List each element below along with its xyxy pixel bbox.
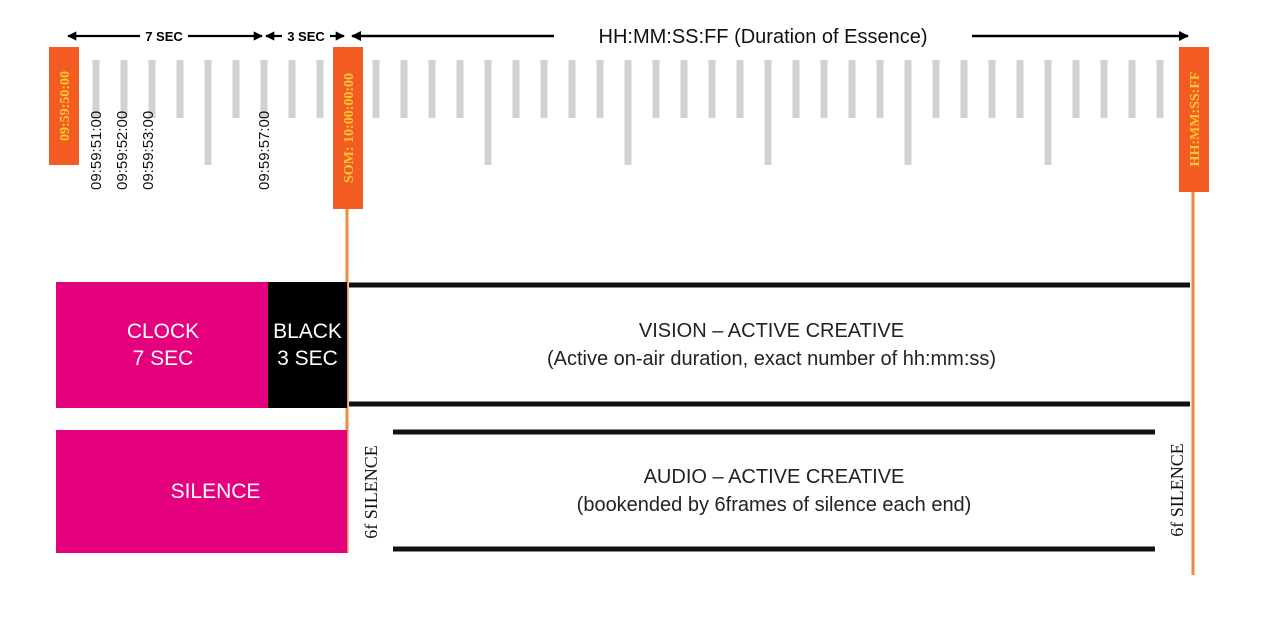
ruler-tick (372, 60, 380, 118)
ruler-tick (624, 60, 632, 165)
tag-end-box (1179, 47, 1209, 192)
clock-block: CLOCK 7 SEC (56, 282, 270, 408)
ruler-tick (540, 60, 548, 118)
ruler-tick (1016, 60, 1024, 118)
silence-block: SILENCE (56, 430, 347, 553)
ruler-tick (120, 60, 128, 118)
silence-label: SILENCE (170, 480, 261, 503)
ruler-tick (1128, 60, 1136, 118)
vision-creative-text: VISION – ACTIVE CREATIVE (Active on-air … (349, 290, 1194, 400)
ruler-tick (456, 60, 464, 118)
ruler-tick (260, 60, 268, 118)
ruler-tick (932, 60, 940, 118)
time-labels: 09:59:51:00 09:59:52:00 09:59:53:00 09:59:5… (88, 111, 273, 190)
ruler-tick (176, 60, 184, 118)
vision-title: VISION – ACTIVE CREATIVE (638, 320, 905, 342)
tag-som-label: SOM: 10:00:00:00 (342, 73, 357, 183)
ruler-tick (484, 60, 492, 165)
ruler-tick (988, 60, 996, 118)
ruler-tick (232, 60, 240, 118)
time-label: 09:59:52:00 (114, 111, 131, 190)
audio-pad-left-label: 6f SILENCE (361, 445, 381, 539)
ruler-tick (820, 60, 828, 118)
audio-title: AUDIO – ACTIVE CREATIVE (643, 466, 905, 488)
ruler-tick (1100, 60, 1108, 118)
ruler-tick (316, 60, 324, 118)
audio-subtitle: (bookended by 6frames of silence each en… (576, 494, 972, 516)
ruler-ticks (92, 60, 1164, 165)
ruler-tick (148, 60, 156, 118)
vision-subtitle: (Active on-air duration, exact number of… (546, 348, 997, 370)
ruler-tick (1156, 60, 1164, 118)
tag-start-box (49, 47, 79, 165)
ruler-tick (708, 60, 716, 118)
ruler-tick (792, 60, 800, 118)
audio-creative-text: AUDIO – ACTIVE CREATIVE (bookended by 6f… (393, 437, 1155, 545)
ruler-tick (904, 60, 912, 165)
ruler-tick (848, 60, 856, 118)
ruler-tick (680, 60, 688, 118)
ruler-tick (960, 60, 968, 118)
time-label: 09:59:53:00 (140, 111, 157, 190)
ruler-tick (1044, 60, 1052, 165)
black-label: BLACK (273, 320, 342, 343)
ruler-tick (288, 60, 296, 118)
ruler-tick (1072, 60, 1080, 118)
ruler-tick (764, 60, 772, 165)
black-duration: 3 SEC (277, 347, 338, 370)
audio-pad-right-label: 6f SILENCE (1167, 443, 1187, 537)
ruler-tick (736, 60, 744, 118)
time-label: 09:59:51:00 (88, 111, 105, 190)
ruler-tick (596, 60, 604, 118)
span-label-3-sec: 3 SEC (287, 29, 325, 44)
tag-end-label: HH:MM:SS:FF (1188, 72, 1203, 167)
span-label-7-sec: 7 SEC (145, 29, 183, 44)
ruler-tick (876, 60, 884, 118)
tag-start-label: 09:59:50:00 (58, 71, 73, 141)
ruler-tick (428, 60, 436, 118)
tag-som-box (333, 47, 363, 209)
black-block: BLACK 3 SEC (268, 282, 347, 408)
ruler-tick (512, 60, 520, 118)
ruler-tick (400, 60, 408, 118)
ruler-tick (652, 60, 660, 118)
clock-duration: 7 SEC (132, 347, 194, 370)
time-label: 09:59:57:00 (256, 111, 273, 190)
ruler-tick (204, 60, 212, 165)
ruler-tick (568, 60, 576, 118)
duration-heading: HH:MM:SS:FF (Duration of Essence) (599, 26, 928, 48)
ruler-tick (92, 60, 100, 118)
clock-label: CLOCK (126, 320, 200, 343)
